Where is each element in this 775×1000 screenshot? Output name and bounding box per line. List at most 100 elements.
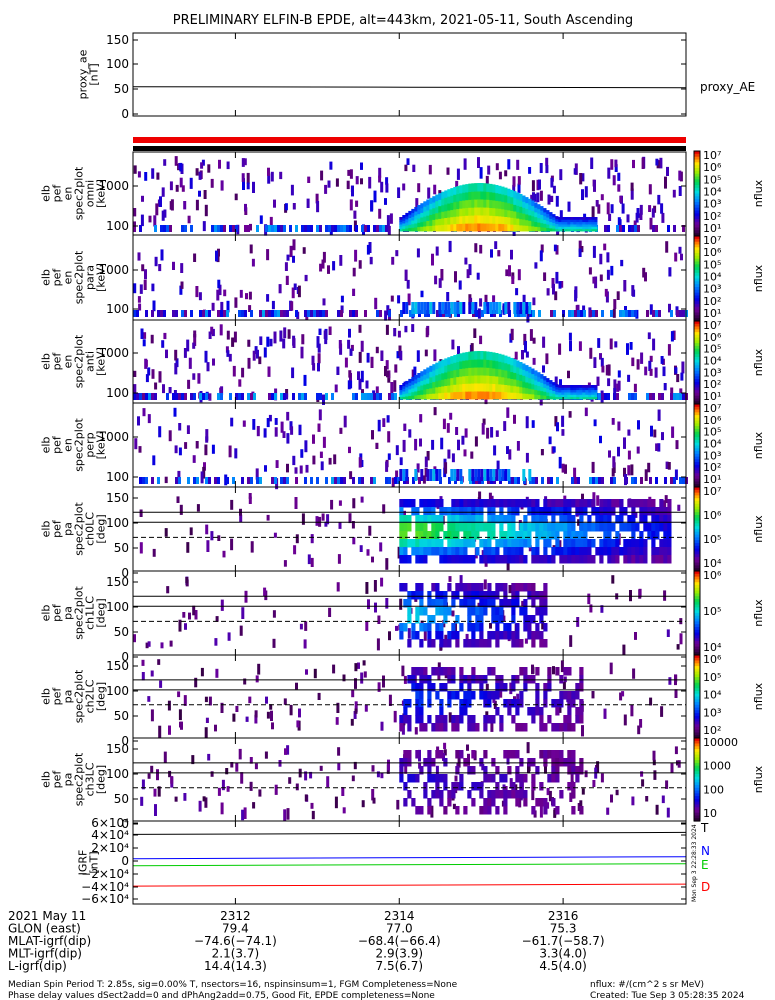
pa-bin — [551, 531, 556, 540]
pa-bin — [531, 555, 536, 564]
pa-speck — [330, 499, 334, 510]
spectro-bin — [190, 393, 193, 400]
spectro-speck — [581, 173, 585, 182]
spectro-speck — [470, 451, 474, 459]
spectro-band-bin — [501, 186, 505, 195]
spectro-speck — [218, 159, 221, 169]
pa-bin — [443, 531, 448, 540]
spectro-band-bin — [522, 363, 526, 370]
spectro-speck — [348, 370, 352, 378]
spectro-band-bin — [525, 376, 529, 383]
spectro-band-bin — [399, 396, 403, 400]
spectro-speck — [564, 464, 567, 474]
spectro-band-bin — [507, 223, 511, 232]
spectro-band-bin — [567, 217, 571, 220]
colorbar-step — [694, 779, 700, 783]
pa-bin — [539, 639, 544, 648]
ytick-label: 100 — [106, 219, 129, 233]
spectro-bin — [613, 393, 616, 400]
spectro-band-bin — [444, 378, 448, 386]
pa-bin — [419, 539, 424, 548]
spectro-bin — [259, 477, 262, 484]
spectro-band-bin — [411, 223, 415, 228]
pa-bin — [467, 607, 472, 616]
colorbar-step — [694, 156, 700, 161]
pa-bin — [427, 750, 432, 759]
spectro-band-bin — [561, 389, 565, 393]
pa-bin — [419, 523, 424, 532]
spectro-speck — [461, 435, 465, 445]
spectro-band-bin — [414, 469, 418, 481]
pa-bin — [451, 715, 456, 724]
pa-bin — [415, 683, 420, 692]
spectro-speck — [440, 437, 444, 450]
spectro-speck — [195, 441, 199, 449]
spectro-bin — [262, 310, 265, 317]
colorbar-step — [694, 484, 700, 488]
spectro-bin — [268, 393, 271, 400]
colorbar-title: nflux — [752, 431, 765, 459]
pa-bin — [519, 782, 524, 791]
pa-bin — [495, 675, 500, 684]
spectro-band-bin — [432, 469, 436, 481]
spectro-speck — [183, 201, 187, 210]
colorbar-tick-label: 10³ — [703, 449, 721, 462]
pa-bin — [479, 583, 484, 592]
spectro-speck — [406, 279, 410, 289]
spectro-band-bin — [468, 375, 472, 384]
pa-bin — [499, 583, 504, 592]
pa-bin — [527, 523, 532, 532]
pa-speck — [150, 670, 154, 677]
colorbar-step — [694, 390, 700, 394]
pa-bin — [599, 539, 604, 548]
pa-bin — [463, 507, 468, 516]
pa-bin — [551, 523, 556, 532]
spectro-band-bin — [399, 387, 403, 391]
spectro-speck — [219, 387, 223, 399]
pa-bin — [463, 707, 468, 716]
spectro-band-bin — [423, 379, 427, 385]
spectro-band-bin — [591, 392, 595, 395]
colorbar-tick-label: 100 — [703, 783, 724, 796]
spectro-bin — [271, 393, 274, 400]
colorbar-step — [694, 204, 700, 209]
pa-speck — [217, 535, 221, 541]
spectro-band-bin — [492, 184, 496, 193]
pa-bin — [423, 758, 428, 767]
pa-bin — [515, 774, 520, 783]
colorbar-tick-label: 10⁵ — [703, 533, 721, 546]
spectro-speck — [416, 248, 420, 258]
pa-bin — [539, 715, 544, 724]
igrf-label-N: N — [701, 844, 710, 858]
spectro-speck — [198, 171, 202, 180]
spectro-speck — [384, 366, 387, 377]
pa-bin — [535, 699, 540, 708]
pa-speck — [395, 625, 398, 631]
pa-bin — [495, 583, 500, 592]
spectro-bin — [370, 393, 373, 400]
spectro-band-bin — [474, 215, 478, 224]
spectro-speck — [307, 176, 311, 183]
pa-bin — [431, 758, 436, 767]
spectro-speck — [267, 173, 271, 184]
colorbar-tick-label: 10² — [703, 295, 721, 308]
pa-speck — [679, 633, 683, 645]
pa-bin — [399, 555, 404, 564]
spectro-bin — [637, 225, 640, 232]
spectro-band-bin — [453, 362, 457, 371]
spectro-speck — [522, 294, 526, 303]
spectro-speck — [144, 358, 148, 369]
pa-speck — [414, 727, 418, 735]
spectro-band-bin — [531, 210, 535, 217]
pa-bin — [571, 539, 576, 548]
spectro-bin — [277, 225, 280, 232]
spectro-band-bin — [411, 220, 415, 225]
pa-speck — [521, 600, 525, 607]
pa-bin — [463, 591, 468, 600]
spectro-speck — [391, 256, 395, 265]
spectro-bin — [301, 225, 304, 232]
ytick-label: 150 — [106, 659, 129, 673]
colorbar-step — [694, 409, 700, 413]
spectro-speck — [243, 158, 247, 166]
